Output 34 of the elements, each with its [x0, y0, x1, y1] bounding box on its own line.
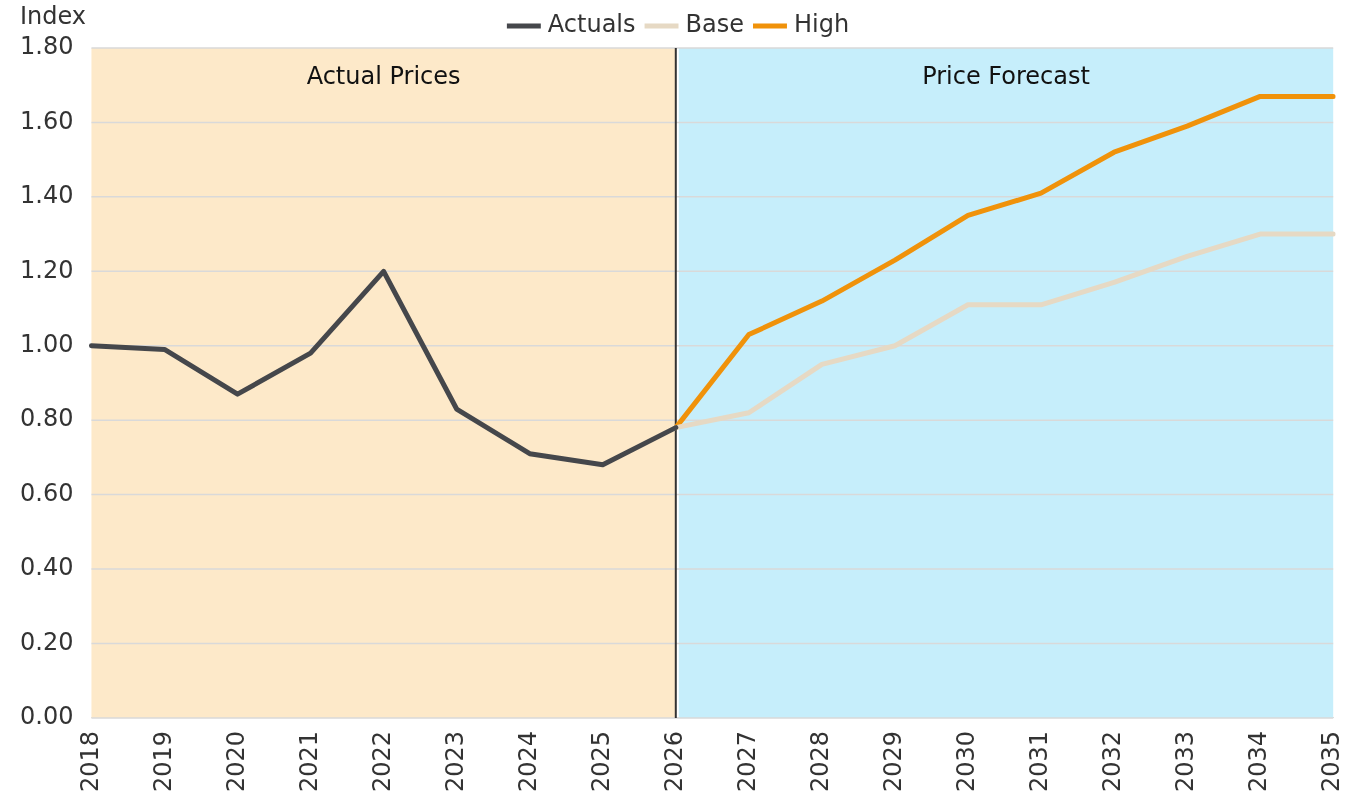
y-axis-title: Index: [20, 2, 87, 31]
y-tick-label: 1.00: [20, 329, 74, 358]
x-tick-label: 2031: [1025, 730, 1054, 792]
x-tick-label: 2025: [586, 730, 615, 792]
y-tick-label: 0.80: [20, 404, 74, 433]
x-tick-label: 2033: [1171, 730, 1200, 792]
x-tick-label: 2019: [148, 730, 177, 792]
y-tick-label: 1.80: [20, 32, 74, 61]
y-tick-label: 0.20: [20, 627, 74, 656]
legend-label: Actuals: [547, 10, 636, 39]
y-tick-label: 1.40: [20, 181, 74, 210]
x-tick-label: 2035: [1317, 730, 1346, 792]
legend-label: High: [793, 10, 850, 39]
x-tick-label: 2018: [75, 730, 104, 792]
band-label: Price Forecast: [922, 62, 1090, 91]
y-tick-label: 0.40: [20, 553, 74, 582]
x-tick-label: 2029: [879, 730, 908, 792]
x-tick-label: 2021: [294, 730, 323, 792]
x-tick-label: 2028: [806, 730, 835, 792]
x-tick-label: 2027: [733, 730, 762, 792]
y-tick-label: 1.20: [20, 255, 74, 284]
x-tick-label: 2030: [952, 730, 981, 792]
x-tick-label: 2022: [367, 730, 396, 792]
y-tick-label: 0.00: [20, 702, 74, 731]
band-label: Actual Prices: [306, 62, 461, 91]
x-tick-label: 2034: [1244, 730, 1273, 792]
legend-label: Base: [685, 10, 744, 39]
x-tick-label: 2032: [1098, 730, 1127, 792]
y-tick-label: 1.60: [20, 106, 74, 135]
x-tick-label: 2026: [660, 730, 689, 792]
x-tick-label: 2023: [440, 730, 469, 792]
x-tick-label: 2024: [513, 730, 542, 792]
y-tick-label: 0.60: [20, 478, 74, 507]
x-tick-label: 2020: [221, 730, 250, 792]
